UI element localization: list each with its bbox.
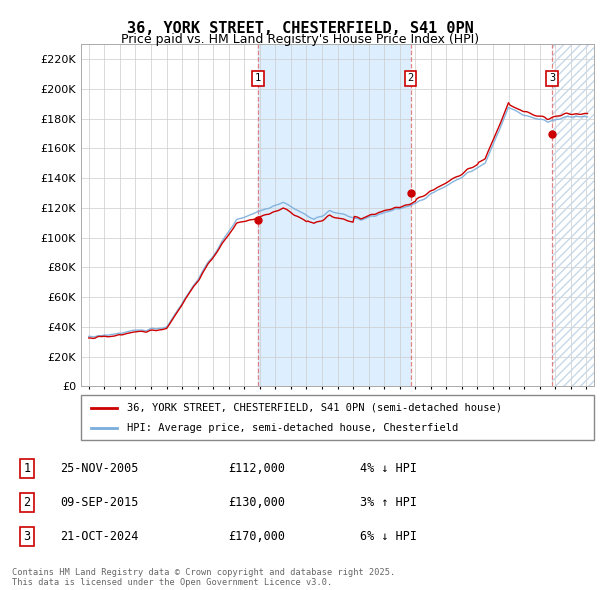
Bar xyxy=(552,44,594,386)
Bar xyxy=(258,44,410,386)
Text: 09-SEP-2015: 09-SEP-2015 xyxy=(60,496,139,509)
Text: 36, YORK STREET, CHESTERFIELD, S41 0PN (semi-detached house): 36, YORK STREET, CHESTERFIELD, S41 0PN (… xyxy=(127,403,502,412)
Text: 3: 3 xyxy=(23,530,31,543)
Text: £112,000: £112,000 xyxy=(228,462,285,475)
Text: 2: 2 xyxy=(23,496,31,509)
Text: 6% ↓ HPI: 6% ↓ HPI xyxy=(360,530,417,543)
Text: £130,000: £130,000 xyxy=(228,496,285,509)
Text: HPI: Average price, semi-detached house, Chesterfield: HPI: Average price, semi-detached house,… xyxy=(127,423,458,433)
Text: Contains HM Land Registry data © Crown copyright and database right 2025.
This d: Contains HM Land Registry data © Crown c… xyxy=(12,568,395,587)
Bar xyxy=(81,44,258,386)
Text: Price paid vs. HM Land Registry's House Price Index (HPI): Price paid vs. HM Land Registry's House … xyxy=(121,33,479,46)
Text: 25-NOV-2005: 25-NOV-2005 xyxy=(60,462,139,475)
FancyBboxPatch shape xyxy=(81,395,594,440)
Text: 2: 2 xyxy=(407,74,413,83)
Text: 36, YORK STREET, CHESTERFIELD, S41 0PN: 36, YORK STREET, CHESTERFIELD, S41 0PN xyxy=(127,21,473,36)
Text: 1: 1 xyxy=(255,74,262,83)
Text: 1: 1 xyxy=(23,462,31,475)
Bar xyxy=(258,44,410,386)
Text: £170,000: £170,000 xyxy=(228,530,285,543)
Bar xyxy=(410,44,552,386)
Text: 21-OCT-2024: 21-OCT-2024 xyxy=(60,530,139,543)
Text: 3: 3 xyxy=(549,74,555,83)
Bar xyxy=(552,44,594,386)
Text: 3% ↑ HPI: 3% ↑ HPI xyxy=(360,496,417,509)
Text: 4% ↓ HPI: 4% ↓ HPI xyxy=(360,462,417,475)
